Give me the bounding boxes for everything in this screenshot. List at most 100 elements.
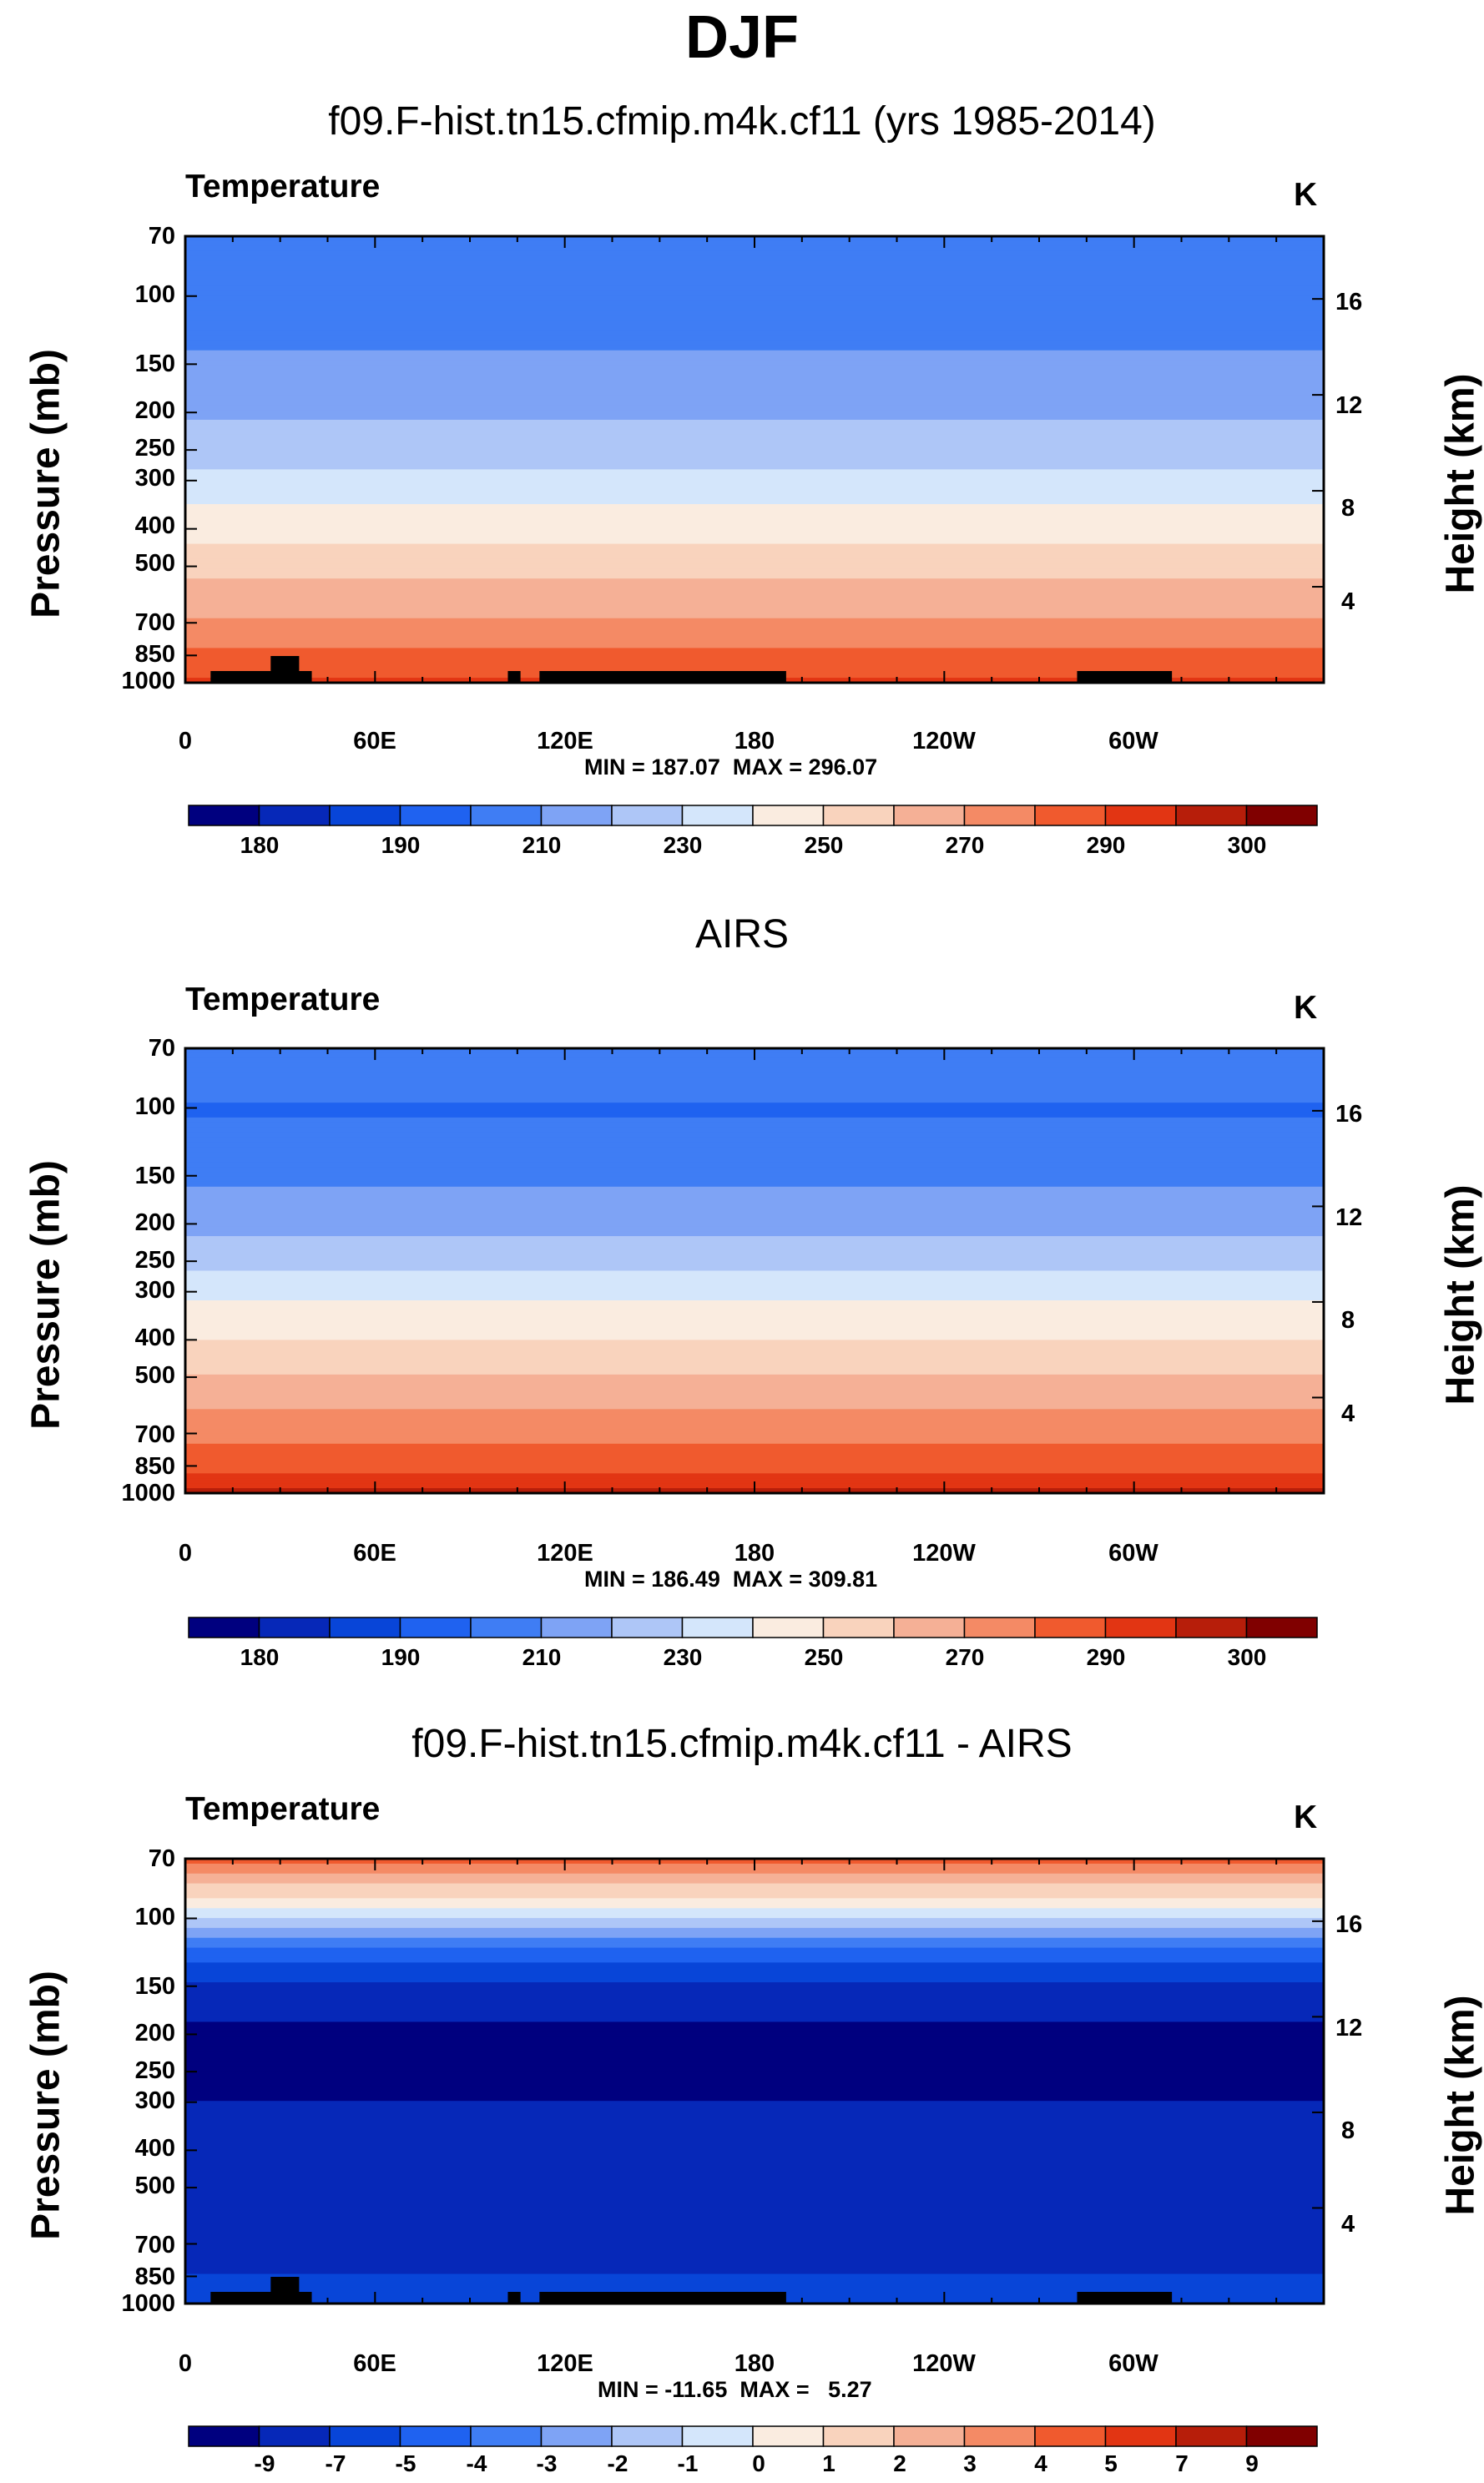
contour-band <box>185 2160 1324 2166</box>
contour-band <box>185 538 1324 545</box>
contour-band <box>185 439 1324 446</box>
contour-band <box>185 1478 1324 1484</box>
pressure-tick: 500 <box>134 550 175 577</box>
topography-mask <box>270 656 300 683</box>
height-tick: 4 <box>1341 1400 1355 1427</box>
panel-1-variable-label: Temperature <box>185 169 381 204</box>
contour-band <box>185 305 1324 311</box>
contour-band <box>185 285 1324 291</box>
topography-mask <box>507 671 521 683</box>
contour-band <box>185 2234 1324 2240</box>
contour-band <box>185 1255 1324 1262</box>
contour-band <box>185 1320 1324 1326</box>
pressure-tick: 1000 <box>121 1480 175 1506</box>
colorbar-label: 4 <box>1034 2450 1047 2476</box>
contour-band <box>185 1957 1324 1963</box>
colorbar-swatch <box>752 805 825 826</box>
pressure-tick: 500 <box>134 2173 175 2199</box>
colorbar-label: 9 <box>1245 2450 1259 2476</box>
colorbar-swatch <box>822 2425 895 2447</box>
contour-band <box>185 2021 1324 2027</box>
colorbar-label: 180 <box>240 1644 280 1670</box>
panel-2-y2-axis-title: Height (km) <box>1438 1184 1483 1406</box>
contour-band <box>185 1325 1324 1331</box>
contour-band <box>185 2243 1324 2250</box>
pressure-tick: 70 <box>148 1845 175 1872</box>
contour-band <box>185 2091 1324 2097</box>
contour-band <box>185 2224 1324 2230</box>
pressure-tick: 70 <box>148 223 175 250</box>
contour-band <box>185 658 1324 664</box>
pressure-tick: 300 <box>134 1277 175 1304</box>
contour-band <box>185 2071 1324 2077</box>
contour-band <box>185 2239 1324 2245</box>
colorbar-swatch <box>1245 1617 1318 1638</box>
contour-band <box>185 638 1324 644</box>
colorbar-swatch <box>822 805 895 826</box>
contour-band <box>185 1216 1324 1222</box>
x-tick: 60E <box>353 1540 396 1567</box>
contour-band <box>185 553 1324 559</box>
topography-mask <box>507 2292 521 2304</box>
contour-band <box>185 1967 1324 1973</box>
contour-band <box>185 484 1324 490</box>
height-tick: 16 <box>1335 289 1363 315</box>
pressure-tick: 150 <box>134 1973 175 2000</box>
panel-3-units-label: K <box>1294 1799 1318 1835</box>
contour-band <box>185 1438 1324 1445</box>
contour-band <box>185 1290 1324 1296</box>
contour-band <box>185 1077 1324 1084</box>
x-tick: 120E <box>537 1540 593 1567</box>
contour-band <box>185 1098 1324 1103</box>
colorbar-swatch <box>1104 1617 1177 1638</box>
contour-band <box>185 479 1324 485</box>
pressure-tick: 100 <box>134 1904 175 1930</box>
contour-band <box>185 245 1324 252</box>
pressure-tick: 850 <box>134 1453 175 1480</box>
contour-band <box>185 1236 1324 1242</box>
pressure-tick: 150 <box>134 351 175 377</box>
contour-band <box>185 375 1324 381</box>
x-tick: 0 <box>178 728 193 754</box>
contour-band <box>185 1057 1324 1064</box>
colorbar-label: -1 <box>677 2450 699 2476</box>
contour-band <box>185 2101 1324 2107</box>
colorbar-label: 2 <box>893 2450 906 2476</box>
contour-band <box>185 2011 1324 2018</box>
pressure-tick: 400 <box>134 1325 175 1351</box>
contour-band <box>185 290 1324 296</box>
colorbar-label: 3 <box>963 2450 977 2476</box>
contour-band <box>185 444 1324 451</box>
contour-band <box>185 1245 1324 1252</box>
contour-band <box>185 508 1324 515</box>
colorbar-swatch <box>258 1617 331 1638</box>
colorbar-swatch <box>258 2425 331 2447</box>
contour-band <box>185 2056 1324 2062</box>
contour-band <box>185 1360 1324 1365</box>
contour-band <box>185 2229 1324 2235</box>
panel-2-variable-label: Temperature <box>185 982 381 1017</box>
contour-band <box>185 464 1324 470</box>
contour-band <box>185 489 1324 495</box>
panel-3-plot <box>184 1857 1325 2305</box>
contour-band <box>185 1424 1324 1430</box>
colorbar-swatch <box>681 2425 754 2447</box>
contour-band <box>185 1167 1324 1173</box>
contour-band <box>185 300 1324 306</box>
contour-band <box>185 2135 1324 2142</box>
colorbar-swatch <box>1175 2425 1248 2447</box>
x-tick: 60E <box>353 2350 396 2377</box>
contour-band <box>185 1374 1324 1380</box>
x-tick: 0 <box>178 2350 193 2377</box>
contour-band <box>185 1083 1324 1088</box>
contour-band <box>185 1152 1324 1158</box>
contour-band <box>185 2279 1324 2284</box>
contour-band <box>185 1908 1324 1914</box>
contour-band <box>185 1157 1324 1163</box>
contour-band <box>185 424 1324 431</box>
contour-band <box>185 1335 1324 1341</box>
contour-band <box>185 1384 1324 1390</box>
contour-band <box>185 618 1324 624</box>
contour-band <box>185 1196 1324 1203</box>
contour-band <box>185 2026 1324 2032</box>
